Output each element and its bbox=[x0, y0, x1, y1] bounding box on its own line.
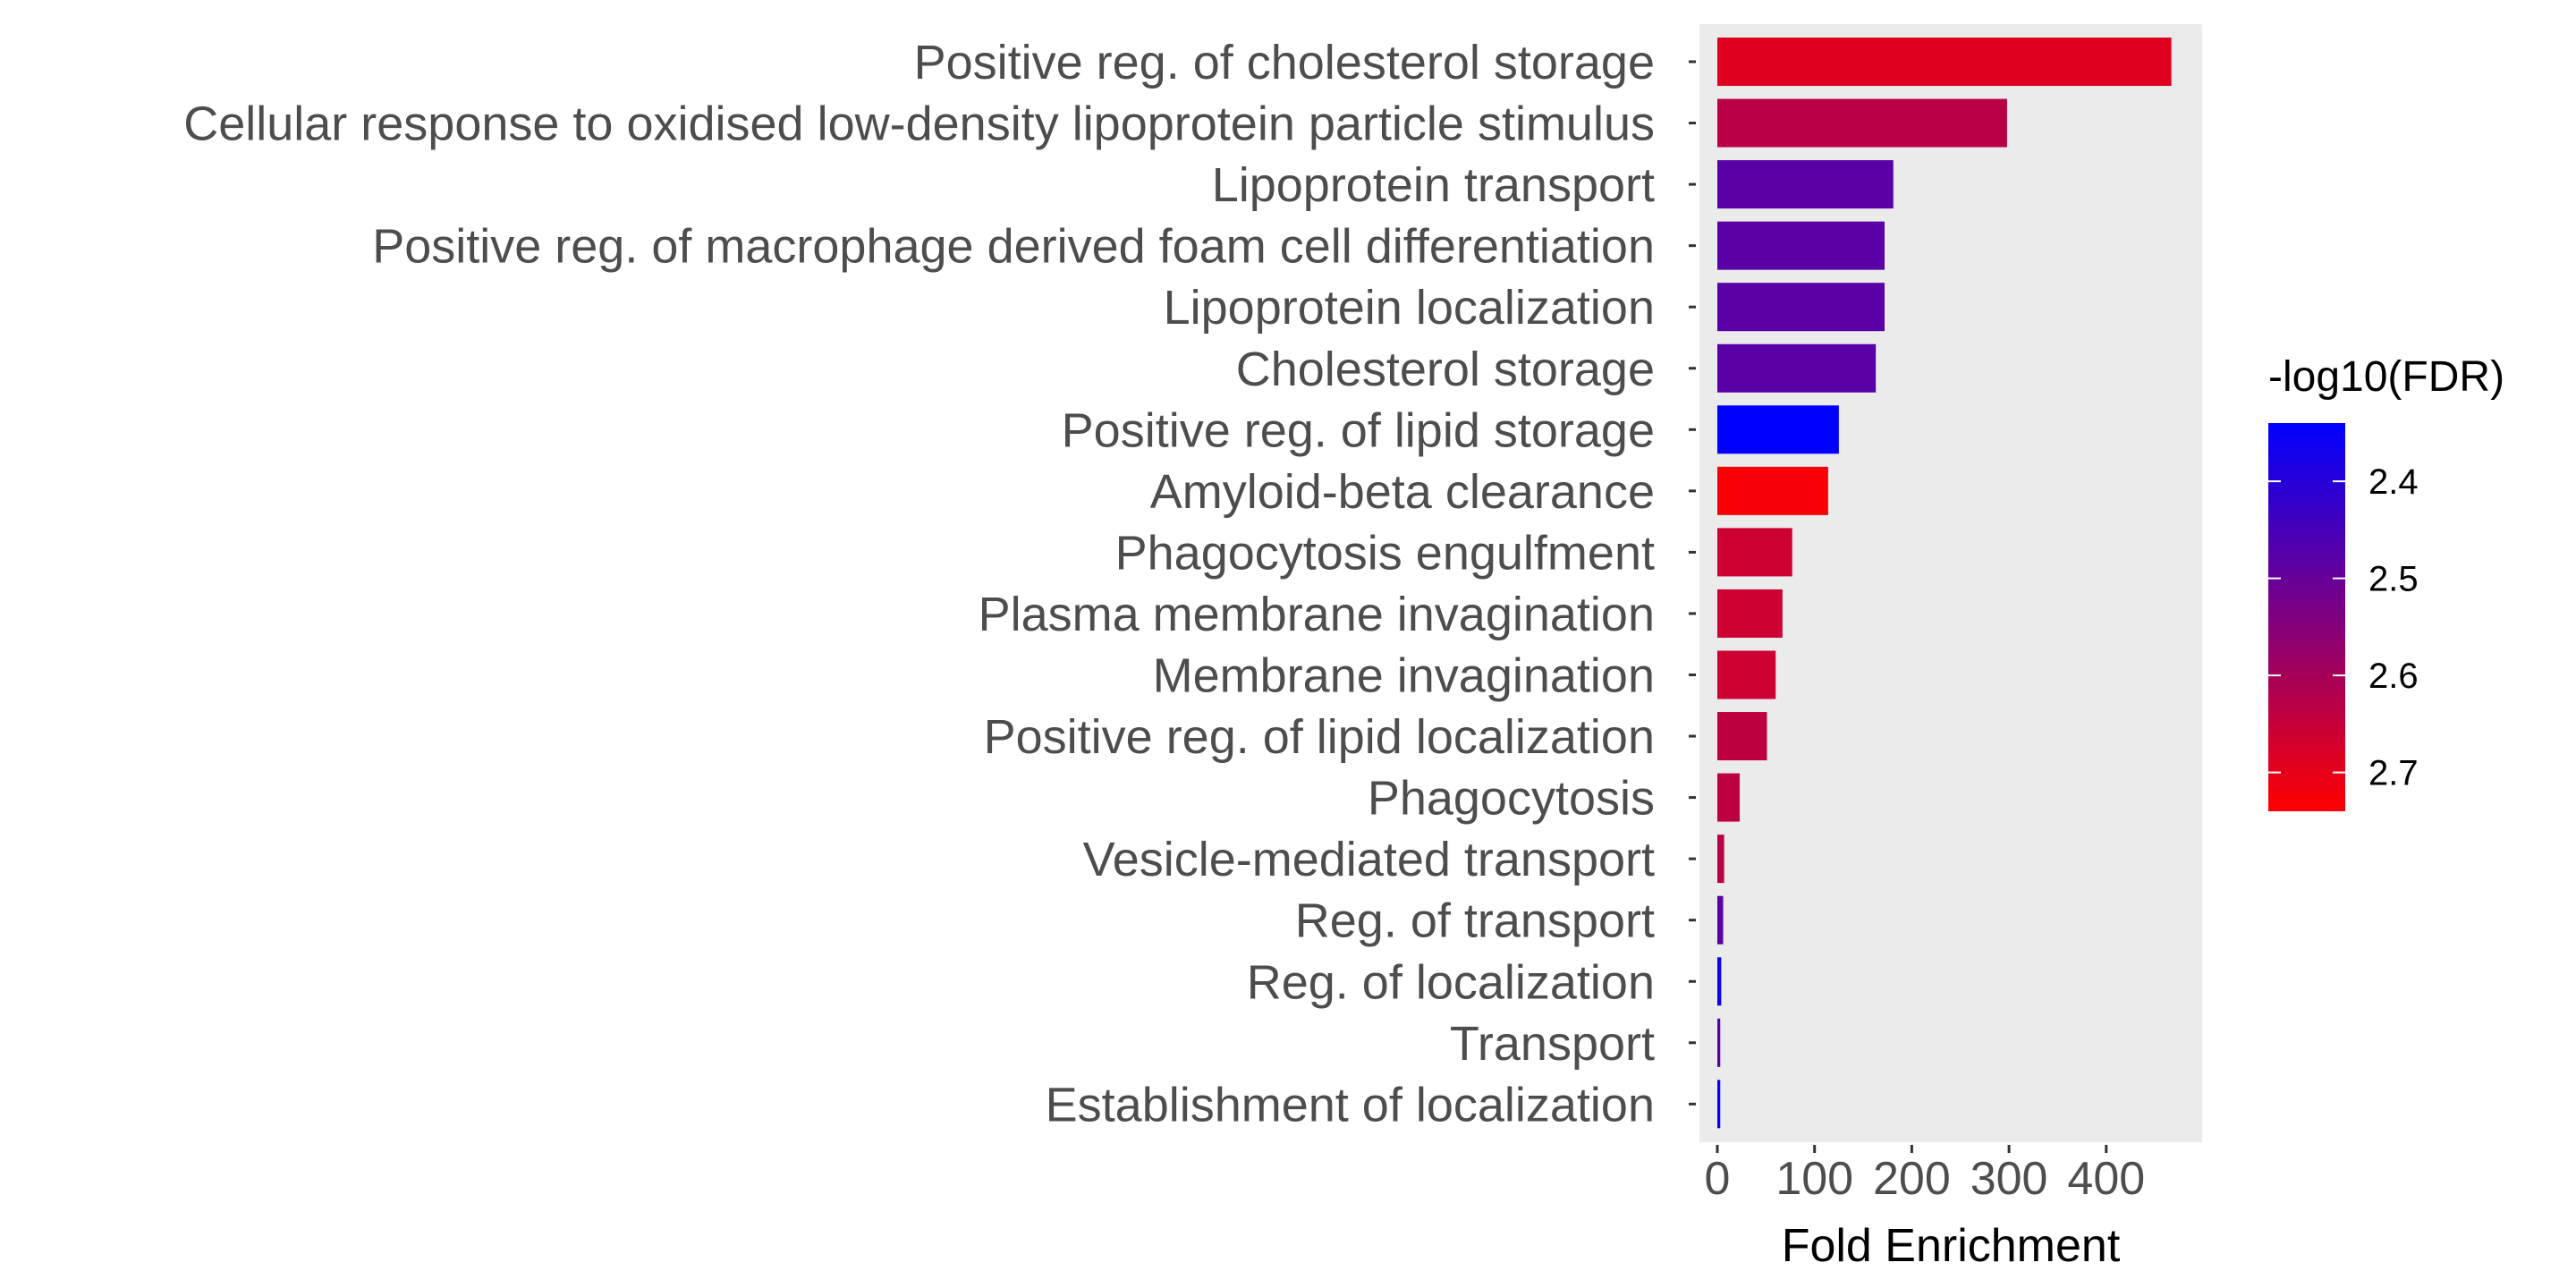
category-label: Phagocytosis bbox=[1368, 772, 1655, 826]
category-label: Reg. of transport bbox=[1295, 894, 1655, 948]
category-label: Lipoprotein transport bbox=[1212, 158, 1655, 212]
bar bbox=[1717, 528, 1792, 577]
category-label: Transport bbox=[1450, 1017, 1655, 1071]
bar bbox=[1717, 895, 1724, 945]
x-axis-title: Fold Enrichment bbox=[1782, 1220, 2121, 1272]
x-tick-label: 400 bbox=[2067, 1153, 2145, 1205]
category-label: Amyloid-beta clearance bbox=[1150, 465, 1655, 519]
category-label: Positive reg. of cholesterol storage bbox=[914, 36, 1655, 89]
x-tick-label: 0 bbox=[1705, 1153, 1731, 1205]
bar bbox=[1717, 1080, 1721, 1129]
bars-group bbox=[1717, 38, 2172, 1129]
category-label: Lipoprotein localization bbox=[1164, 281, 1655, 335]
bar bbox=[1717, 466, 1828, 515]
bar bbox=[1717, 712, 1767, 761]
legend-ticks: 2.4 2.5 2.6 2.7 bbox=[2268, 462, 2419, 793]
category-label: Vesicle-mediated transport bbox=[1083, 833, 1655, 886]
bar bbox=[1717, 1018, 1721, 1067]
legend-title: -log10(FDR) bbox=[2268, 353, 2504, 401]
bar bbox=[1717, 773, 1741, 822]
plot-panel bbox=[1699, 24, 2202, 1142]
category-label: Positive reg. of macrophage derived foam… bbox=[372, 220, 1655, 274]
x-axis: 0 100 200 300 400 bbox=[1705, 1145, 2145, 1205]
legend-tick-label: 2.6 bbox=[2368, 657, 2419, 696]
category-label: Positive reg. of lipid localization bbox=[984, 710, 1655, 764]
category-label: Positive reg. of lipid storage bbox=[1062, 403, 1655, 457]
x-tick-label: 300 bbox=[1970, 1153, 2048, 1205]
category-label: Cellular response to oxidised low-densit… bbox=[183, 97, 1655, 151]
category-labels: Positive reg. of cholesterol storage Cell… bbox=[183, 36, 1696, 1131]
legend-tick-label: 2.5 bbox=[2368, 560, 2419, 599]
category-label: Reg. of localization bbox=[1247, 955, 1655, 1009]
color-legend: -log10(FDR) 2.4 2.5 2.6 2.7 bbox=[2268, 353, 2504, 811]
bar bbox=[1717, 38, 2172, 86]
bar bbox=[1717, 957, 1722, 1006]
x-tick-label: 100 bbox=[1775, 1153, 1853, 1205]
legend-tick-label: 2.4 bbox=[2368, 462, 2419, 502]
bar bbox=[1717, 835, 1724, 884]
category-label: Plasma membrane invagination bbox=[979, 588, 1655, 641]
bar bbox=[1717, 405, 1839, 454]
bar bbox=[1717, 343, 1877, 393]
category-label: Phagocytosis engulfment bbox=[1115, 526, 1655, 580]
bar bbox=[1717, 98, 2007, 148]
legend-colorbar bbox=[2268, 423, 2345, 811]
category-label: Cholesterol storage bbox=[1236, 343, 1655, 396]
x-tick-label: 200 bbox=[1873, 1153, 1951, 1205]
category-label: Establishment of localization bbox=[1046, 1078, 1655, 1131]
category-label: Membrane invagination bbox=[1153, 649, 1655, 703]
bar bbox=[1717, 160, 1894, 209]
bar bbox=[1717, 650, 1776, 699]
bar bbox=[1717, 283, 1885, 332]
bar bbox=[1717, 589, 1783, 638]
bar bbox=[1717, 221, 1885, 270]
legend-tick-label: 2.7 bbox=[2368, 754, 2419, 793]
